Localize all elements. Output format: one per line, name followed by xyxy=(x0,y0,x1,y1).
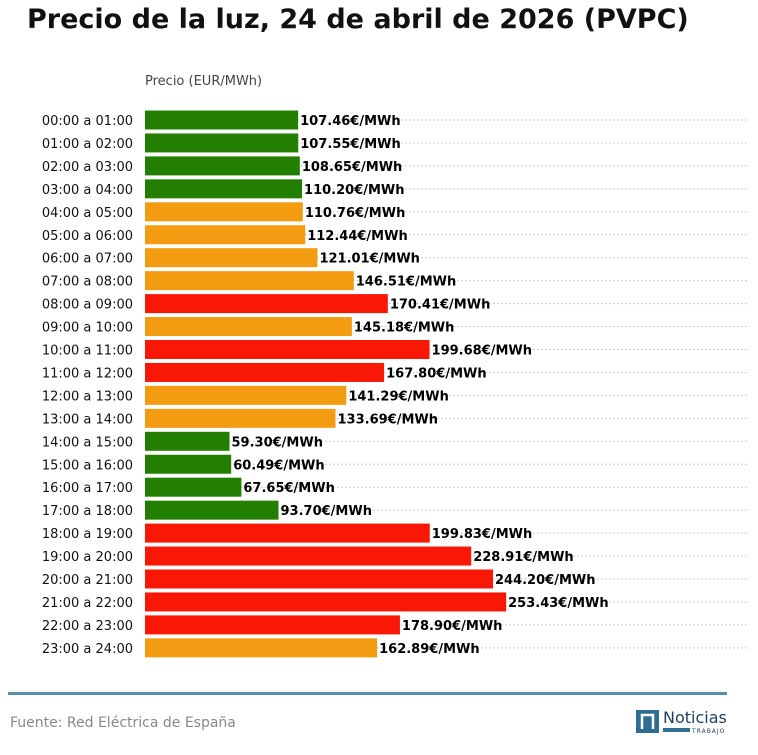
brand-logo-icon xyxy=(636,710,659,733)
bar-04-00-05-00 xyxy=(145,202,303,222)
brand-logo: Noticias TRABAJO xyxy=(636,708,728,735)
y-tick-label: 13:00 a 14:00 xyxy=(42,412,133,427)
bar-value-label: 60.49€/MWh xyxy=(233,458,324,473)
bar-value-label: 110.76€/MWh xyxy=(305,206,406,221)
bar-18-00-19-00 xyxy=(145,523,430,543)
bar-value-label: 167.80€/MWh xyxy=(386,366,487,381)
bar-value-label: 59.30€/MWh xyxy=(232,435,323,450)
bar-value-label: 108.65€/MWh xyxy=(302,160,403,175)
bar-value-label: 107.55€/MWh xyxy=(300,137,401,152)
y-tick-label: 16:00 a 17:00 xyxy=(42,481,133,496)
bar-12-00-13-00 xyxy=(145,385,347,405)
bar-value-label: 67.65€/MWh xyxy=(243,481,334,496)
y-tick-label: 03:00 a 04:00 xyxy=(42,183,133,198)
bar-07-00-08-00 xyxy=(145,271,354,291)
bar-value-label: 141.29€/MWh xyxy=(348,389,449,404)
bar-value-label: 145.18€/MWh xyxy=(354,321,455,336)
bar-22-00-23-00 xyxy=(145,615,400,635)
bar-value-label: 199.83€/MWh xyxy=(432,527,533,542)
y-tick-label: 06:00 a 07:00 xyxy=(42,252,133,267)
bar-02-00-03-00 xyxy=(145,156,300,176)
bar-value-label: 253.43€/MWh xyxy=(508,596,609,611)
y-tick-label: 20:00 a 21:00 xyxy=(42,573,133,588)
bar-06-00-07-00 xyxy=(145,248,318,268)
bar-value-label: 133.69€/MWh xyxy=(338,412,439,427)
bar-value-label: 110.20€/MWh xyxy=(304,183,405,198)
bar-15-00-16-00 xyxy=(145,454,232,474)
bar-21-00-22-00 xyxy=(145,592,507,612)
bar-value-label: 112.44€/MWh xyxy=(307,229,408,244)
source-note: Fuente: Red Eléctrica de España xyxy=(10,715,236,731)
y-tick-label: 18:00 a 19:00 xyxy=(42,527,133,542)
bar-23-00-24-00 xyxy=(145,638,378,658)
bar-17-00-18-00 xyxy=(145,500,279,520)
bar-09-00-10-00 xyxy=(145,317,352,337)
bar-05-00-06-00 xyxy=(145,225,306,245)
y-tick-label: 01:00 a 02:00 xyxy=(42,137,133,152)
bar-chart: 00:00 a 01:00 107.46€/MWh 01:00 a 02:00 107… xyxy=(42,110,748,658)
x-axis-label: Precio (EUR/MWh) xyxy=(145,74,263,89)
y-tick-label: 05:00 a 06:00 xyxy=(42,229,133,244)
y-tick-label: 19:00 a 20:00 xyxy=(42,550,133,565)
y-tick-label: 09:00 a 10:00 xyxy=(42,321,133,336)
bar-11-00-12-00 xyxy=(145,362,385,382)
bar-value-label: 121.01€/MWh xyxy=(319,252,420,267)
brand-underline xyxy=(663,728,690,732)
y-tick-label: 17:00 a 18:00 xyxy=(42,504,133,519)
bar-20-00-21-00 xyxy=(145,569,493,589)
bar-03-00-04-00 xyxy=(145,179,303,199)
y-tick-label: 04:00 a 05:00 xyxy=(42,206,133,221)
y-tick-label: 11:00 a 12:00 xyxy=(42,366,133,381)
y-tick-label: 00:00 a 01:00 xyxy=(42,114,133,129)
bar-value-label: 228.91€/MWh xyxy=(473,550,574,565)
brand-subtitle: TRABAJO xyxy=(692,728,726,735)
y-tick-label: 07:00 a 08:00 xyxy=(42,275,133,290)
bar-13-00-14-00 xyxy=(145,408,336,428)
y-tick-label: 10:00 a 11:00 xyxy=(42,344,133,359)
y-tick-label: 08:00 a 09:00 xyxy=(42,298,133,313)
bar-value-label: 107.46€/MWh xyxy=(300,114,401,129)
chart-title: Precio de la luz, 24 de abril de 2026 (P… xyxy=(27,4,689,35)
y-tick-label: 02:00 a 03:00 xyxy=(42,160,133,175)
y-tick-label: 21:00 a 22:00 xyxy=(42,596,133,611)
bar-value-label: 146.51€/MWh xyxy=(356,275,457,290)
bar-value-label: 162.89€/MWh xyxy=(379,642,480,657)
bar-01-00-02-00 xyxy=(145,133,299,153)
footer-divider xyxy=(8,692,727,695)
bar-value-label: 178.90€/MWh xyxy=(402,619,503,634)
bar-value-label: 244.20€/MWh xyxy=(495,573,596,588)
bar-value-label: 199.68€/MWh xyxy=(432,344,533,359)
y-tick-label: 15:00 a 16:00 xyxy=(42,458,133,473)
bar-10-00-11-00 xyxy=(145,340,430,359)
brand-name: Noticias xyxy=(663,708,727,727)
bar-19-00-20-00 xyxy=(145,546,472,566)
bar-value-label: 170.41€/MWh xyxy=(390,298,491,313)
bar-08-00-09-00 xyxy=(145,294,388,314)
y-tick-label: 23:00 a 24:00 xyxy=(42,642,133,657)
bar-14-00-15-00 xyxy=(145,431,230,451)
bar-16-00-17-00 xyxy=(145,477,242,497)
y-tick-label: 22:00 a 23:00 xyxy=(42,619,133,634)
bar-value-label: 93.70€/MWh xyxy=(281,504,372,519)
bar-00-00-01-00 xyxy=(145,110,299,130)
y-tick-label: 14:00 a 15:00 xyxy=(42,435,133,450)
y-tick-label: 12:00 a 13:00 xyxy=(42,389,133,404)
